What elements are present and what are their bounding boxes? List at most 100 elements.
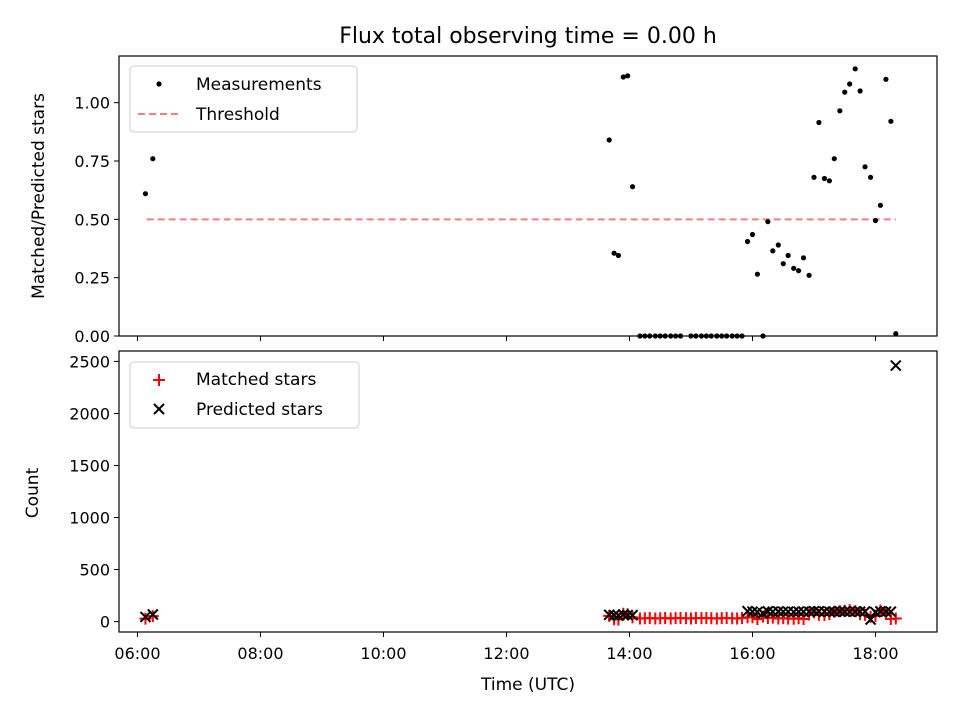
measurement-point	[724, 333, 730, 339]
predicted-stars-point	[772, 605, 785, 618]
predicted-stars-point	[139, 611, 152, 623]
bottom-y-tick-label: 1500	[69, 456, 110, 475]
predicted-stars-point	[890, 359, 902, 372]
measurement-point	[708, 333, 714, 339]
predicted-stars-point	[854, 605, 866, 618]
x-axis-label: Time (UTC)	[480, 675, 575, 695]
predicted-stars-point	[792, 605, 805, 618]
matched-stars-point	[751, 612, 764, 625]
measurement-point	[647, 333, 653, 339]
measurement-point	[615, 252, 622, 259]
bottom-y-tick-label: 1000	[69, 509, 110, 528]
top-y-axis-label: Matched/Predicted stars	[29, 93, 49, 299]
top-plot-frame	[118, 55, 938, 337]
top-legend: Measurements Threshold	[129, 65, 358, 133]
legend-marker-matched-stars	[153, 374, 165, 386]
predicted-stars-point	[147, 608, 159, 621]
measurement-point	[606, 137, 612, 143]
measurement-point	[652, 333, 658, 339]
measurement-point	[693, 333, 699, 339]
predicted-stars-point	[823, 605, 836, 618]
x-tick-label: 16:00	[729, 644, 775, 663]
measurement-point	[816, 119, 822, 126]
measurement-point	[791, 265, 797, 271]
legend-marker-predicted-stars	[153, 403, 165, 415]
measurement-point	[765, 219, 771, 225]
measurement-point	[806, 272, 812, 278]
predicted-stars-point	[818, 605, 831, 618]
bottom-y-tick-label: 0	[100, 613, 110, 632]
measurement-point	[625, 73, 631, 79]
measurement-point	[629, 184, 636, 190]
measurement-point	[780, 261, 786, 267]
measurement-point	[837, 108, 843, 114]
measurement-point	[893, 331, 899, 337]
measurement-point	[888, 118, 894, 124]
legend-marker-measurements	[156, 81, 162, 87]
predicted-stars-point	[777, 605, 789, 618]
bottom-legend-box	[129, 361, 360, 429]
measurement-point	[775, 242, 781, 248]
measurement-point	[857, 88, 863, 94]
measurement-point	[785, 252, 791, 259]
predicted-stars-point	[626, 609, 639, 621]
predicted-stars-point	[864, 613, 877, 626]
measurement-point	[800, 255, 807, 261]
predicted-stars-point	[762, 605, 774, 618]
legend-label-threshold: Threshold	[195, 105, 280, 125]
top-chart-title: Flux total observing time = 0.00 h	[339, 24, 717, 49]
measurement-point	[611, 250, 617, 256]
measurement-point	[734, 333, 740, 339]
measurement-point	[872, 217, 879, 224]
x-tick-label: 08:00	[237, 644, 283, 663]
measurement-point	[852, 66, 858, 72]
legend-label-predicted-stars: Predicted stars	[196, 400, 323, 420]
measurement-point	[760, 333, 766, 339]
measurement-point	[877, 202, 884, 208]
predicted-stars-point	[608, 609, 620, 621]
matched-stars-point	[626, 611, 639, 624]
top-y-tick-label: 0.25	[74, 269, 110, 288]
x-tick-label: 10:00	[360, 644, 406, 663]
legend-label-measurements: Measurements	[196, 75, 322, 95]
bottom-plot-frame	[118, 350, 938, 633]
predicted-stars-point	[849, 605, 861, 618]
bottom-y-axis-label: Count	[23, 467, 43, 518]
measurement-point	[770, 248, 776, 254]
measurement-point	[698, 333, 705, 339]
measurement-point	[673, 333, 679, 339]
x-tick-label: 06:00	[114, 644, 160, 663]
top-y-tick-label: 1.00	[74, 94, 110, 113]
measurement-point	[867, 174, 874, 180]
predicted-stars-point	[621, 609, 634, 621]
measurement-point	[754, 271, 761, 277]
measurement-point	[831, 156, 837, 162]
x-tick-label: 18:00	[852, 644, 898, 663]
measurement-point	[150, 156, 156, 162]
predicted-stars-point	[808, 605, 820, 617]
predicted-stars-point	[787, 606, 800, 618]
top-y-tick-label: 0.50	[74, 210, 110, 229]
measurement-point	[739, 333, 745, 339]
measurement-point	[688, 333, 694, 339]
predicted-stars-point	[617, 608, 630, 621]
measurement-point	[842, 89, 848, 95]
bottom-y-tick-label: 2500	[69, 352, 110, 371]
measurement-point	[620, 74, 626, 80]
predicted-stars-point	[746, 605, 759, 618]
predicted-stars-point	[885, 605, 897, 618]
measurement-point	[662, 333, 668, 339]
measurement-point	[142, 191, 149, 197]
measurement-point	[657, 333, 663, 339]
measurement-point	[749, 231, 756, 238]
measurement-point	[668, 333, 674, 339]
measurement-point	[729, 333, 735, 339]
measurement-point	[744, 238, 751, 245]
measurement-point	[821, 175, 828, 182]
bottom-y-tick-label: 2000	[69, 404, 110, 423]
predicted-stars-point	[880, 605, 892, 618]
matched-stars-point	[146, 610, 159, 623]
measurement-point	[847, 81, 853, 87]
bottom-y-tick-label: 500	[79, 561, 110, 580]
measurement-point	[826, 178, 832, 184]
